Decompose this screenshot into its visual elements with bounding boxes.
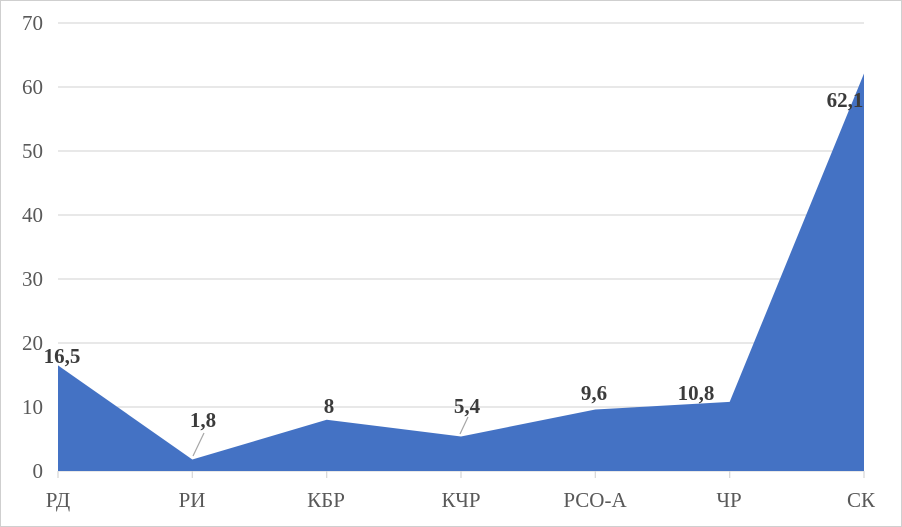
x-axis-category-label: ЧР [716,488,742,512]
x-axis-category-label: СК [846,488,875,512]
data-label: 16,5 [43,344,81,368]
y-axis-tick-label: 0 [32,459,44,483]
leader-line [192,432,205,457]
y-axis-tick-label: 70 [22,11,43,35]
data-label: 8 [323,394,335,418]
x-axis-category-label: РСО-А [563,488,627,512]
y-axis-tick-label: 50 [22,139,43,163]
leader-line [459,416,469,435]
area-series [58,73,864,471]
x-axis-category-label: КЧР [441,488,481,512]
x-axis-category-label: КБР [307,488,345,512]
y-axis-tick-label: 60 [22,75,43,99]
data-label: 10,8 [677,381,715,405]
data-label: 1,8 [189,408,217,432]
leader-lines [192,416,469,457]
y-axis-tick-label: 10 [22,395,43,419]
x-axis-tick-marks [57,471,865,478]
data-label: 62,1 [826,88,864,112]
x-axis-category-label: РИ [178,488,206,512]
y-axis-tick-label: 20 [22,331,43,355]
data-label: 5,4 [453,394,481,418]
y-axis-tick-label: 40 [22,203,43,227]
x-axis-category-label: РД [45,488,71,512]
y-axis-tick-label: 30 [22,267,43,291]
gridlines [58,22,864,472]
data-label: 9,6 [580,381,608,405]
